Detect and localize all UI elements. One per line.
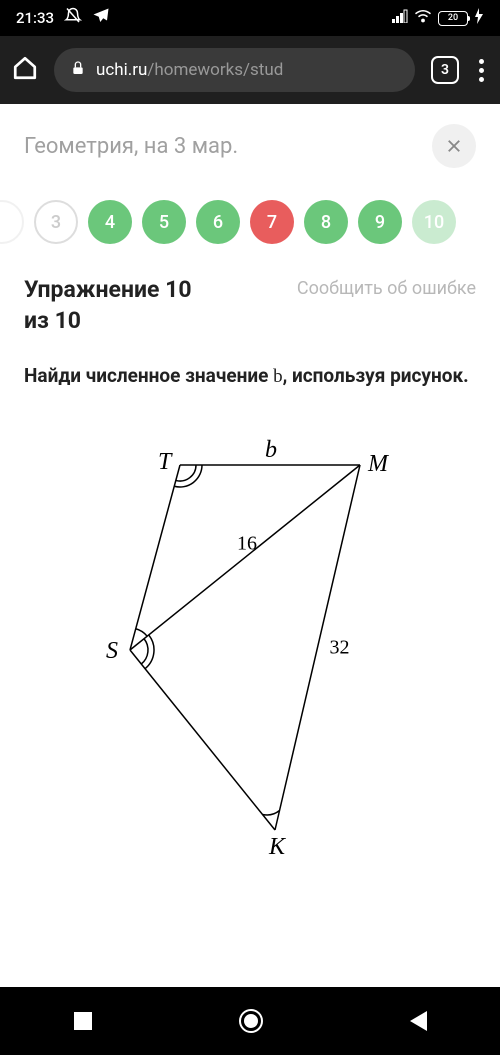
step-7[interactable]: 7 xyxy=(250,200,294,244)
close-button[interactable] xyxy=(432,124,476,168)
signal-icon xyxy=(392,9,408,27)
step-4[interactable]: 4 xyxy=(88,200,132,244)
nav-back[interactable] xyxy=(410,1011,427,1031)
tab-count[interactable]: 3 xyxy=(431,56,459,84)
svg-text:M: M xyxy=(367,451,390,477)
menu-icon[interactable] xyxy=(475,55,488,86)
wifi-icon xyxy=(414,9,432,27)
charging-icon xyxy=(474,8,484,28)
step-x[interactable] xyxy=(0,200,24,244)
step-10[interactable]: 10 xyxy=(412,200,456,244)
status-time: 21:33 xyxy=(16,9,54,27)
lock-icon xyxy=(70,60,86,80)
telegram-icon xyxy=(92,7,110,29)
exercise-title: Упражнение 10из 10 xyxy=(24,274,192,336)
step-5[interactable]: 5 xyxy=(142,200,186,244)
notification-mute-icon xyxy=(64,7,82,29)
svg-text:16: 16 xyxy=(237,532,257,554)
nav-recent[interactable] xyxy=(74,1012,92,1030)
url-bar[interactable]: uchi.ru/homeworks/stud xyxy=(54,48,415,92)
svg-text:T: T xyxy=(158,449,173,475)
svg-text:b: b xyxy=(265,437,277,463)
figure: Tb M S K 16 32 xyxy=(0,415,500,855)
nav-bar xyxy=(0,987,500,1055)
stepper: 345678910 xyxy=(0,180,500,274)
step-8[interactable]: 8 xyxy=(304,200,348,244)
svg-text:32: 32 xyxy=(330,636,350,658)
page-content: Геометрия, на 3 мар. 345678910 Упражнени… xyxy=(0,104,500,987)
step-6[interactable]: 6 xyxy=(196,200,240,244)
report-link[interactable]: Сообщить об ошибке xyxy=(297,274,476,299)
status-bar: 21:33 20 xyxy=(0,0,500,36)
step-9[interactable]: 9 xyxy=(358,200,402,244)
nav-home[interactable] xyxy=(239,1009,263,1033)
svg-text:K: K xyxy=(268,834,287,855)
battery-icon: 20 xyxy=(438,11,468,26)
problem-text: Найди численное значение b, используя ри… xyxy=(0,354,500,415)
url-text: uchi.ru/homeworks/stud xyxy=(96,60,283,80)
svg-text:S: S xyxy=(106,638,118,664)
browser-bar: uchi.ru/homeworks/stud 3 xyxy=(0,36,500,104)
home-icon[interactable] xyxy=(12,55,38,85)
page-title: Геометрия, на 3 мар. xyxy=(24,134,238,159)
step-3[interactable]: 3 xyxy=(34,200,78,244)
